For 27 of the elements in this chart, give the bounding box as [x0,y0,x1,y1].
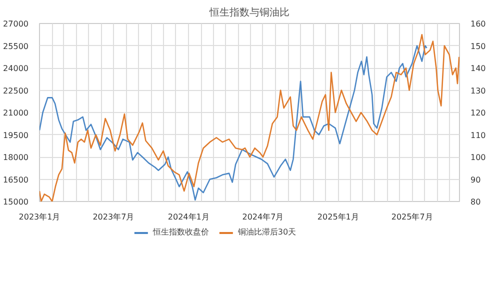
legend-label: 恒生指数收盘价 [152,226,209,238]
x-tick-label: 2023年1月 [18,212,60,222]
y-tick-label: 24000 [3,64,29,73]
y2-tick-label: 150 [470,42,486,51]
y2-tick-label: 80 [470,198,481,206]
y-tick-label: 22500 [3,86,29,96]
y2-tick-label: 100 [470,153,486,162]
y-tick-label: 19500 [3,130,29,140]
x-tick-label: 2025年1月 [317,212,359,222]
y2-tick-label: 160 [470,20,486,28]
y2-tick-label: 120 [470,108,486,118]
y-tick-label: 15000 [3,198,29,206]
y2-tick-label: 130 [470,86,486,96]
x-tick-label: 2023年7月 [92,212,134,222]
chart-title: 恒生指数与铜油比 [208,6,290,18]
y2-tick-label: 90 [470,175,481,184]
legend-label: 铜油比滞后30天 [238,226,296,238]
y-tick-label: 18000 [3,153,29,162]
x-tick-label: 2025年7月 [391,212,433,222]
x-tick-label: 2024年1月 [168,212,210,222]
y2-tick-label: 140 [470,64,486,73]
y-tick-label: 27000 [3,20,29,28]
x-tick-label: 2024年7月 [242,212,284,222]
y-tick-label: 21000 [3,108,29,118]
y-tick-label: 25500 [3,42,29,51]
y2-tick-label: 110 [470,130,486,140]
y-tick-label: 16500 [3,175,29,184]
